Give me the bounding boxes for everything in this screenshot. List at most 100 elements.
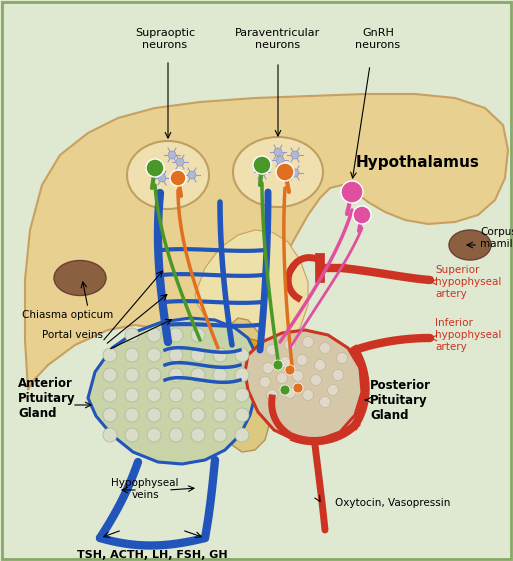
Circle shape bbox=[191, 328, 205, 342]
Circle shape bbox=[125, 368, 139, 382]
Circle shape bbox=[274, 148, 282, 156]
Circle shape bbox=[169, 328, 183, 342]
Circle shape bbox=[147, 388, 161, 402]
Circle shape bbox=[297, 355, 307, 366]
Circle shape bbox=[125, 388, 139, 402]
Circle shape bbox=[235, 348, 249, 362]
Circle shape bbox=[170, 170, 186, 186]
Circle shape bbox=[291, 151, 299, 159]
Text: Supraoptic
neurons: Supraoptic neurons bbox=[135, 28, 195, 49]
Circle shape bbox=[303, 337, 313, 347]
Text: Hypothalamus: Hypothalamus bbox=[356, 154, 480, 169]
Circle shape bbox=[341, 181, 363, 203]
Circle shape bbox=[320, 397, 330, 407]
Circle shape bbox=[266, 389, 278, 401]
Circle shape bbox=[213, 368, 227, 382]
Circle shape bbox=[337, 352, 347, 364]
Circle shape bbox=[273, 360, 283, 370]
Text: TSH, ACTH, LH, FSH, GH: TSH, ACTH, LH, FSH, GH bbox=[76, 550, 227, 560]
Circle shape bbox=[293, 383, 303, 393]
Circle shape bbox=[147, 408, 161, 422]
Circle shape bbox=[213, 388, 227, 402]
Polygon shape bbox=[245, 330, 362, 440]
Circle shape bbox=[191, 388, 205, 402]
Circle shape bbox=[169, 388, 183, 402]
Circle shape bbox=[191, 348, 205, 362]
Circle shape bbox=[280, 385, 290, 395]
Circle shape bbox=[125, 408, 139, 422]
Circle shape bbox=[103, 408, 117, 422]
Circle shape bbox=[327, 384, 339, 396]
Circle shape bbox=[147, 328, 161, 342]
Circle shape bbox=[310, 375, 322, 385]
Circle shape bbox=[176, 158, 184, 166]
Text: Corpus
mamillare: Corpus mamillare bbox=[480, 227, 513, 249]
Circle shape bbox=[280, 356, 290, 367]
Circle shape bbox=[353, 206, 371, 224]
Circle shape bbox=[320, 343, 330, 353]
Circle shape bbox=[147, 368, 161, 382]
Circle shape bbox=[235, 428, 249, 442]
Text: Oxytocin, Vasopressin: Oxytocin, Vasopressin bbox=[335, 498, 450, 508]
Circle shape bbox=[168, 151, 176, 159]
Circle shape bbox=[213, 408, 227, 422]
Ellipse shape bbox=[449, 230, 491, 260]
Circle shape bbox=[213, 428, 227, 442]
Ellipse shape bbox=[233, 137, 323, 207]
Circle shape bbox=[169, 408, 183, 422]
Text: Portal veins: Portal veins bbox=[42, 330, 103, 340]
Polygon shape bbox=[195, 230, 308, 363]
Text: Chiasma opticum: Chiasma opticum bbox=[23, 310, 113, 320]
Circle shape bbox=[191, 428, 205, 442]
Circle shape bbox=[303, 389, 313, 401]
Circle shape bbox=[235, 408, 249, 422]
Circle shape bbox=[125, 348, 139, 362]
Circle shape bbox=[285, 388, 295, 398]
Circle shape bbox=[276, 156, 284, 164]
Circle shape bbox=[125, 328, 139, 342]
Circle shape bbox=[260, 376, 270, 388]
Circle shape bbox=[277, 373, 287, 384]
Circle shape bbox=[332, 370, 344, 380]
Text: Inferior
hypophyseal
artery: Inferior hypophyseal artery bbox=[435, 319, 501, 352]
Circle shape bbox=[285, 339, 295, 351]
Circle shape bbox=[314, 360, 326, 370]
Circle shape bbox=[235, 368, 249, 382]
Polygon shape bbox=[88, 318, 258, 464]
Text: Posterior
Pituitary
Gland: Posterior Pituitary Gland bbox=[370, 379, 431, 421]
Circle shape bbox=[103, 368, 117, 382]
Circle shape bbox=[253, 156, 271, 174]
Circle shape bbox=[169, 348, 183, 362]
Circle shape bbox=[146, 159, 164, 177]
Circle shape bbox=[285, 365, 295, 375]
Circle shape bbox=[169, 368, 183, 382]
Circle shape bbox=[147, 348, 161, 362]
Circle shape bbox=[125, 428, 139, 442]
Text: Paraventricular
neurons: Paraventricular neurons bbox=[235, 28, 321, 49]
Circle shape bbox=[276, 163, 294, 181]
Text: Hypophyseal
veins: Hypophyseal veins bbox=[111, 478, 179, 500]
Circle shape bbox=[263, 362, 273, 374]
Text: Anterior
Pituitary
Gland: Anterior Pituitary Gland bbox=[18, 376, 75, 420]
Circle shape bbox=[191, 408, 205, 422]
Circle shape bbox=[235, 388, 249, 402]
Polygon shape bbox=[25, 94, 508, 408]
Polygon shape bbox=[220, 318, 272, 452]
Circle shape bbox=[266, 344, 278, 356]
Ellipse shape bbox=[127, 141, 209, 209]
Circle shape bbox=[191, 368, 205, 382]
Circle shape bbox=[147, 428, 161, 442]
Circle shape bbox=[213, 348, 227, 362]
Circle shape bbox=[103, 388, 117, 402]
Circle shape bbox=[158, 174, 166, 182]
Circle shape bbox=[169, 428, 183, 442]
Circle shape bbox=[291, 169, 299, 177]
Circle shape bbox=[188, 171, 196, 179]
Circle shape bbox=[258, 168, 266, 176]
Circle shape bbox=[103, 428, 117, 442]
Ellipse shape bbox=[54, 260, 106, 296]
Text: GnRH
neurons: GnRH neurons bbox=[356, 28, 401, 49]
Text: Superior
hypophyseal
artery: Superior hypophyseal artery bbox=[435, 265, 501, 298]
Circle shape bbox=[292, 370, 304, 381]
Ellipse shape bbox=[232, 339, 264, 361]
